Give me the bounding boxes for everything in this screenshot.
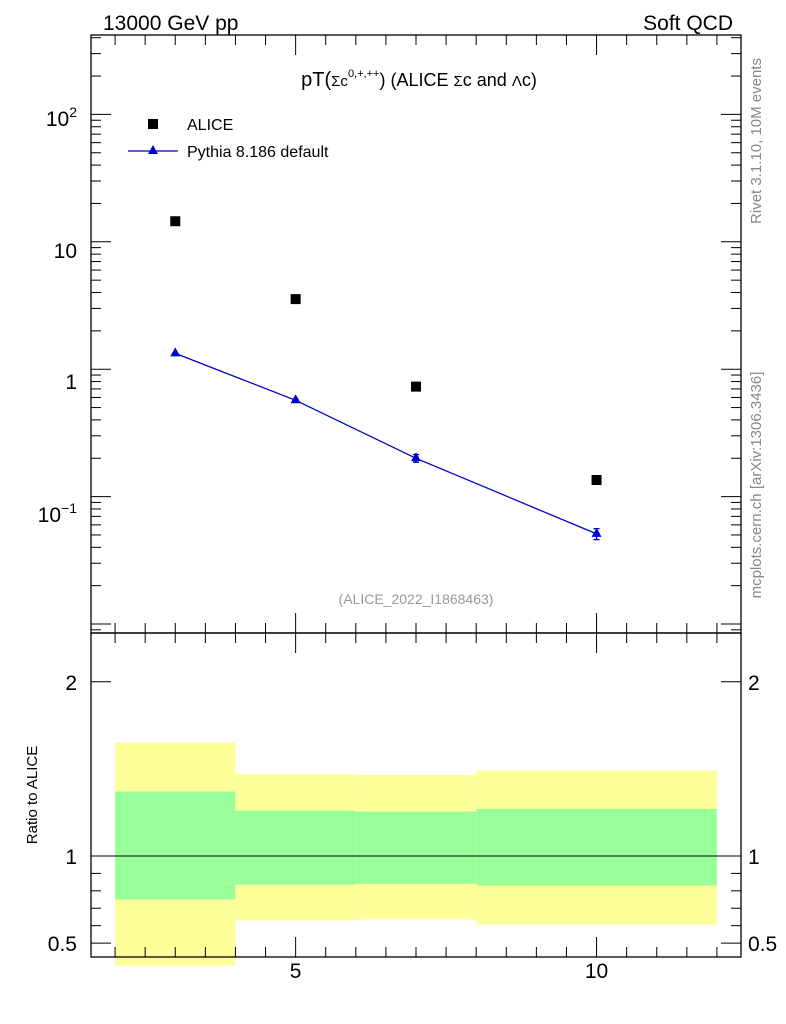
mcplots-label: mcplots.cern.ch [arXiv:1306.3436] (748, 372, 765, 599)
ratio-ytick-label-right-0: 0.5 (748, 933, 777, 956)
title-end: c) (522, 70, 537, 90)
ratio-plot: 0.5 0.5 1 1 2 2 5 10 (48, 632, 777, 983)
legend-mc-label: Pythia 8.186 default (187, 144, 329, 161)
ratio-ytick-label-left-2: 2 (65, 672, 77, 695)
title-close: ) (379, 70, 385, 90)
mc-point-3 (591, 527, 602, 537)
y-tick-label-10: 10 (54, 240, 77, 263)
legend-data-marker (148, 119, 158, 129)
alice-point-2 (411, 381, 421, 392)
rivet-label: Rivet 3.1.10, 10M events (748, 58, 765, 224)
title-mid: (ALICE (385, 70, 453, 90)
title-prefix: pT( (301, 69, 331, 91)
title-c-and: c and (463, 70, 512, 90)
y-tick-0.1-exp: −1 (61, 500, 77, 516)
x-tick-label-1: 10 (585, 960, 608, 983)
alice-point-1 (290, 294, 301, 305)
y-tick-label-100: 102 (46, 104, 77, 131)
y-tick-0.1-base: 10 (38, 504, 61, 527)
header-right: Soft QCD (643, 12, 733, 35)
x-tick-label-0: 5 (290, 960, 302, 983)
header-left: 13000 GeV pp (103, 12, 238, 35)
plot-title: pT(Σc0,+,++) (ALICE Σc and Λc) (301, 68, 537, 91)
legend-mc-marker (148, 145, 158, 154)
title-sigma2: Σ (453, 73, 462, 90)
title-sigma: Σc (331, 73, 348, 90)
ratio-band-inner-0 (115, 791, 236, 900)
ratio-ytick-label-left-1: 1 (65, 846, 77, 869)
ratio-band-inner-2 (355, 811, 477, 884)
mc-point-1 (290, 394, 301, 404)
ratio-ytick-label-right-2: 2 (748, 672, 760, 695)
analysis-watermark: (ALICE_2022_I1868463) (339, 591, 494, 607)
mc-point-2 (411, 452, 421, 462)
mc-point-0 (170, 347, 181, 357)
ratio-ytick-label-right-1: 1 (748, 846, 760, 869)
mc-line (175, 352, 597, 535)
title-sup: 0,+,++ (348, 68, 380, 80)
ratio-band-inner-3 (476, 808, 717, 886)
legend-data-label: ALICE (187, 117, 233, 134)
ratio-y-label: Ratio to ALICE (24, 746, 41, 844)
y-tick-label-0.1: 10−1 (38, 500, 78, 527)
y-tick-label-1: 1 (65, 371, 77, 394)
y-tick-100-exp: 2 (69, 104, 77, 120)
y-tick-100-base: 10 (46, 108, 69, 131)
ratio-band-inner-1 (235, 810, 356, 885)
alice-point-3 (591, 475, 602, 486)
alice-point-0 (170, 216, 181, 227)
title-lambda: Λ (512, 73, 522, 90)
ratio-ytick-label-left-0: 0.5 (48, 933, 77, 956)
